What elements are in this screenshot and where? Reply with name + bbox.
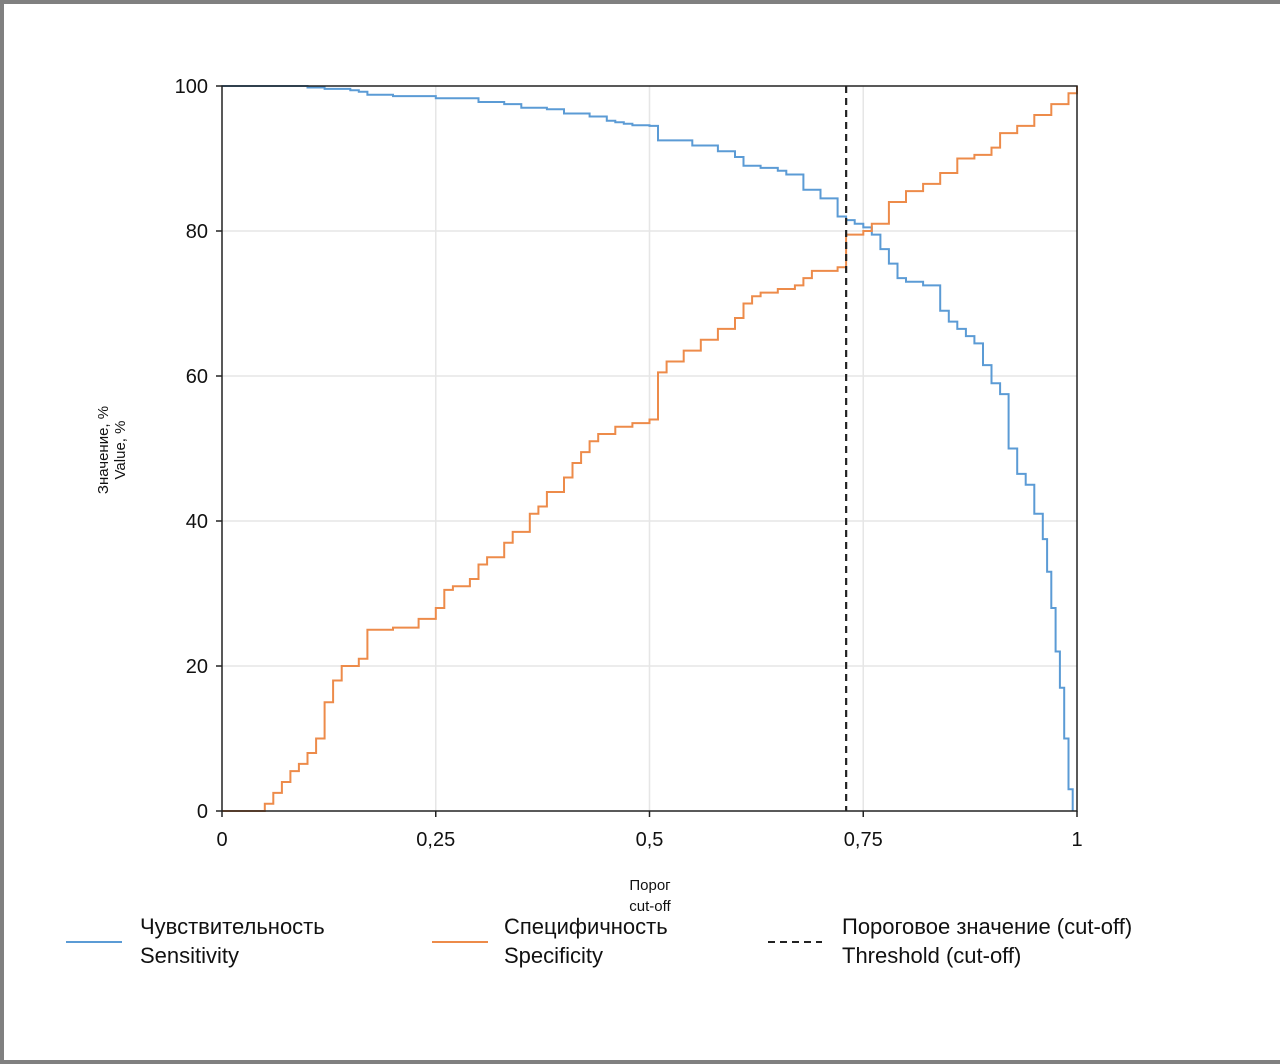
y-tick-label-2: 40 [186,511,208,533]
y-tick-label-3: 60 [186,366,208,388]
grid [222,86,1077,811]
x-tick-label-3: 0,75 [844,829,883,851]
legend-label-specificity-en: Specificity [504,943,603,968]
y-tick-label-4: 80 [186,221,208,243]
y-axis-title: Значение, % Value, % [95,406,129,494]
legend-label-sensitivity-ru: Чувствительность [140,914,325,939]
x-tick-label-4: 1 [1071,829,1082,851]
x-axis-title-en: cut-off [629,898,671,915]
x-axis-title: Порог cut-off [629,877,671,915]
specificity-line [222,86,1078,812]
x-tick-label-1: 0,25 [416,829,455,851]
legend-label-threshold-en: Threshold (cut-off) [842,943,1021,968]
axes [216,85,1078,817]
series-lines [222,85,1078,812]
x-tick-label-0: 0 [216,829,227,851]
legend-label-threshold-ru: Пороговое значение (cut-off) [842,914,1132,939]
legend-label-specificity-ru: Специфичность [504,914,668,939]
legend: Чувствительность Sensitivity Специфичнос… [66,914,1132,968]
x-tick-label-2: 0,5 [636,829,664,851]
y-tick-label-0: 0 [197,801,208,823]
y-tick-label-1: 20 [186,656,208,678]
y-tick-label-5: 100 [175,76,208,98]
y-axis-title-en: Value, % [112,421,129,480]
tick-labels: 0 0,25 0,5 0,75 1 0 20 40 60 80 100 [175,76,1083,851]
x-axis-title-ru: Порог [629,877,671,894]
y-axis-title-ru: Значение, % [95,406,112,494]
legend-label-sensitivity-en: Sensitivity [140,943,239,968]
sensitivity-line [222,85,1074,811]
